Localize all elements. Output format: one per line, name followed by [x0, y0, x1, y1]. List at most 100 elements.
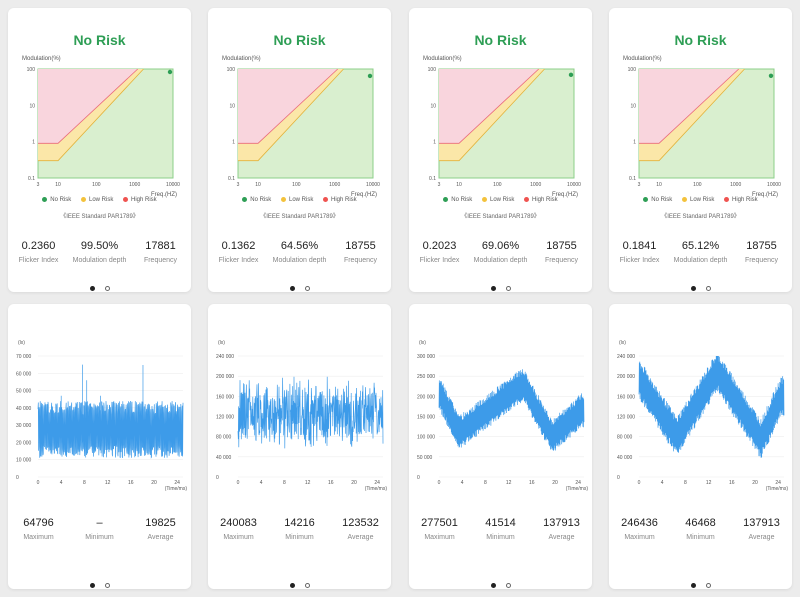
- low-risk-boundary: [238, 68, 344, 162]
- y-tick-label: 0.1: [629, 176, 636, 182]
- high-risk-zone: [38, 69, 138, 144]
- x-tick-label: 4: [461, 480, 464, 486]
- stat-flicker-index: 0.2023 Flicker Index: [419, 240, 460, 264]
- y-tick-label: 80 000: [617, 435, 633, 441]
- page-dot[interactable]: [505, 286, 511, 291]
- page-dot-active[interactable]: [490, 583, 496, 588]
- legend-high-risk: High Risk: [123, 197, 157, 203]
- low-risk-dot-icon: [280, 197, 286, 202]
- y-tick-label: 40 000: [16, 406, 32, 412]
- y-tick-label: 50 000: [16, 389, 32, 395]
- page-indicator: [8, 575, 191, 589]
- stat-maximum: 246436 Maximum: [621, 517, 658, 541]
- legend-no-risk: No Risk: [443, 197, 472, 203]
- page-dot[interactable]: [304, 286, 310, 291]
- y-tick-label: 1: [232, 140, 235, 146]
- risk-stats: 0.1841 Flicker Index 65.12% Modulation dep…: [609, 240, 792, 264]
- stat-frequency: 18755 Frequency: [744, 240, 779, 264]
- x-tick-label: 0: [638, 480, 641, 486]
- page-indicator: [8, 278, 191, 292]
- risk-stats: 0.2023 Flicker Index 69.06% Modulation dep…: [409, 240, 592, 264]
- x-tick-label: 10: [456, 182, 462, 188]
- x-tick-label: 8: [83, 480, 86, 486]
- page-dot[interactable]: [304, 583, 310, 588]
- y-tick-label: 0.1: [429, 176, 436, 182]
- y-tick-label: 10 000: [16, 458, 32, 464]
- y-tick-label: 10: [229, 103, 235, 109]
- page-dot-active[interactable]: [289, 286, 295, 291]
- y-tick-label: 0.1: [28, 176, 35, 182]
- x-tick-label: 10: [55, 182, 61, 188]
- risk-chart: Modulation(%) 100 10 1 0.13 10 100 1000 10000 Fre…: [623, 56, 781, 198]
- page-dot[interactable]: [705, 583, 711, 588]
- standard-label: 《IEEE Standard PAR1789》: [60, 214, 139, 220]
- high-risk-dot-icon: [323, 197, 328, 202]
- series-line: [37, 400, 184, 459]
- x-axis-label: (Time/ms): [365, 486, 388, 492]
- lux-waveform-chart: (lx) 0 50 000 100 000 150 000 200 000 250 000 3…: [417, 340, 588, 492]
- page-indicator: [208, 575, 391, 589]
- page-dot-active[interactable]: [490, 286, 496, 291]
- legend-low-risk: Low Risk: [681, 197, 714, 203]
- stat-flicker-index: 0.1841 Flicker Index: [619, 240, 660, 264]
- page-indicator: [609, 278, 792, 292]
- page-dot[interactable]: [104, 286, 110, 291]
- y-axis-label: (lx): [18, 340, 25, 346]
- no-risk-dot-icon: [643, 197, 649, 202]
- y-tick-label: 0.1: [228, 176, 235, 182]
- page-dot-active[interactable]: [89, 286, 95, 291]
- x-tick-label: 3: [638, 182, 641, 188]
- y-tick-label: 120 000: [216, 415, 234, 421]
- x-tick-label: 20: [752, 480, 758, 486]
- no-risk-dot-icon: [443, 197, 449, 202]
- lux-stats: 64796 Maximum – Minimum 19825 Average: [8, 517, 191, 541]
- lux-waveform-chart: (lx) 0 40 000 80 000 120 000 160 000 200 000 24…: [617, 340, 789, 492]
- page-dot[interactable]: [104, 583, 110, 588]
- y-axis-label: (lx): [218, 340, 225, 346]
- x-tick-label: 8: [283, 480, 286, 486]
- x-tick-label: 8: [684, 480, 687, 486]
- standard-label: 《IEEE Standard PAR1789》: [461, 214, 540, 220]
- page-dot-active[interactable]: [89, 583, 95, 588]
- x-tick-label: 12: [506, 480, 512, 486]
- y-tick-label: 100: [428, 67, 437, 73]
- x-tick-label: 3: [438, 182, 441, 188]
- page-dot-active[interactable]: [690, 286, 696, 291]
- x-tick-label: 10000: [166, 182, 180, 188]
- stat-modulation-depth: 65.12% Modulation depth: [673, 240, 728, 264]
- risk-legend: No Risk Low Risk High Risk: [8, 197, 191, 203]
- x-tick-label: 12: [305, 480, 311, 486]
- page-dot-active[interactable]: [289, 583, 295, 588]
- y-tick-label: 10: [630, 103, 636, 109]
- no-risk-dot-icon: [242, 197, 248, 202]
- y-tick-label: 100: [628, 67, 637, 73]
- x-tick-label: 100: [693, 182, 702, 188]
- stat-flicker-index: 0.1362 Flicker Index: [218, 240, 259, 264]
- page-dot[interactable]: [705, 286, 711, 291]
- risk-legend: No Risk Low Risk High Risk: [609, 197, 792, 203]
- page-dot[interactable]: [505, 583, 511, 588]
- risk-stats: 0.1362 Flicker Index 64.56% Modulation dep…: [208, 240, 391, 264]
- legend-low-risk: Low Risk: [280, 197, 313, 203]
- x-tick-label: 20: [552, 480, 558, 486]
- y-tick-label: 100: [227, 67, 236, 73]
- lux-stats: 246436 Maximum 46468 Minimum 137913 Average: [609, 517, 792, 541]
- x-tick-label: 20: [151, 480, 157, 486]
- low-risk-dot-icon: [80, 197, 86, 202]
- x-tick-label: 12: [105, 480, 111, 486]
- y-tick-label: 0: [16, 475, 19, 481]
- no-risk-dot-icon: [42, 197, 48, 202]
- low-risk-boundary: [38, 68, 144, 162]
- x-axis-label: (Time/ms): [766, 486, 789, 492]
- y-tick-label: 150 000: [417, 415, 435, 421]
- risk-chart: Modulation(%) 100 10 1 0.13 10 100 1000 10000 Fre…: [222, 56, 380, 198]
- page-dot-active[interactable]: [690, 583, 696, 588]
- x-tick-label: 100: [493, 182, 502, 188]
- x-tick-label: 10000: [767, 182, 781, 188]
- measurement-point: [167, 69, 173, 75]
- x-tick-label: 1000: [530, 182, 541, 188]
- x-tick-label: 4: [260, 480, 263, 486]
- high-risk-boundary: [439, 68, 539, 144]
- stat-maximum: 64796 Maximum: [23, 517, 54, 541]
- y-tick-label: 70 000: [16, 354, 32, 360]
